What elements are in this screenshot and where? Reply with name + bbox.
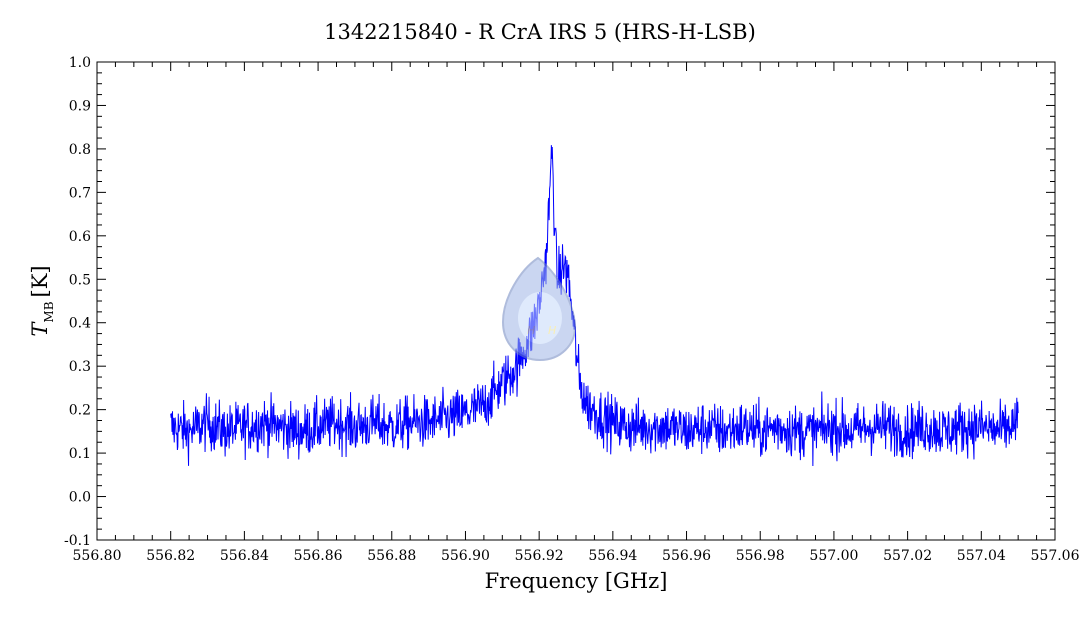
x-axis: 556.80 556.82 556.84 556.86 556.88 556.90 556.… bbox=[73, 62, 1080, 564]
y-tick-label: 0.3 bbox=[69, 359, 91, 375]
x-tick-label: 556.92 bbox=[515, 548, 564, 564]
plot-frame bbox=[96, 61, 1056, 541]
y-tick-label: 0.9 bbox=[69, 98, 91, 114]
y-tick-label: -0.1 bbox=[64, 533, 91, 549]
y-tick-label: 0.6 bbox=[69, 229, 91, 245]
series-layer bbox=[170, 145, 1019, 466]
y-tick-label: 0.2 bbox=[69, 403, 91, 419]
x-tick-label: 556.88 bbox=[367, 548, 416, 564]
spectrum-line bbox=[170, 145, 1019, 466]
svg-text:TMB[K]: TMB [K] bbox=[28, 265, 56, 336]
x-tick-label: 557.00 bbox=[809, 548, 858, 564]
y-tick-label: 1.0 bbox=[69, 55, 91, 71]
x-tick-label: 556.96 bbox=[662, 548, 711, 564]
svg-text:H: H bbox=[548, 324, 556, 337]
x-tick-label: 557.04 bbox=[957, 548, 1006, 564]
y-tick-label: 0.5 bbox=[69, 272, 91, 288]
x-tick-label: 556.98 bbox=[736, 548, 785, 564]
y-axis-title: TMB [K] bbox=[28, 265, 56, 336]
x-tick-label: 556.82 bbox=[146, 548, 195, 564]
x-tick-label: 557.02 bbox=[883, 548, 932, 564]
y-tick-label: 0.8 bbox=[69, 142, 91, 158]
y-tick-label: 0.0 bbox=[69, 490, 91, 506]
plot-area: 556.80 556.82 556.84 556.86 556.88 556.90 556.… bbox=[64, 55, 1080, 564]
x-tick-label: 556.84 bbox=[220, 548, 269, 564]
x-tick-label: 556.90 bbox=[441, 548, 490, 564]
x-tick-label: 556.86 bbox=[294, 548, 343, 564]
y-tick-label: 0.1 bbox=[69, 446, 91, 462]
svg-text:H: H bbox=[527, 324, 535, 337]
y-axis: -0.1 0.0 0.1 0.2 0.3 0.4 0.5 0.6 0.7 0.8 0.9 1.0 bbox=[64, 55, 1055, 549]
x-tick-label: 556.80 bbox=[73, 548, 122, 564]
x-axis-title: Frequency [GHz] bbox=[485, 569, 668, 593]
y-axis-title-symbol: T bbox=[28, 321, 52, 337]
y-tick-label: 0.7 bbox=[69, 185, 91, 201]
y-axis-title-subscript: MB bbox=[42, 301, 56, 322]
x-tick-label: 556.94 bbox=[588, 548, 637, 564]
y-axis-title-unit: [K] bbox=[28, 265, 52, 297]
chart-title: 1342215840 - R CrA IRS 5 (HRS-H-LSB) bbox=[324, 20, 756, 44]
hifi-logo-watermark: H H bbox=[501, 256, 577, 362]
x-tick-label: 557.06 bbox=[1031, 548, 1080, 564]
y-tick-label: 0.4 bbox=[69, 316, 91, 332]
